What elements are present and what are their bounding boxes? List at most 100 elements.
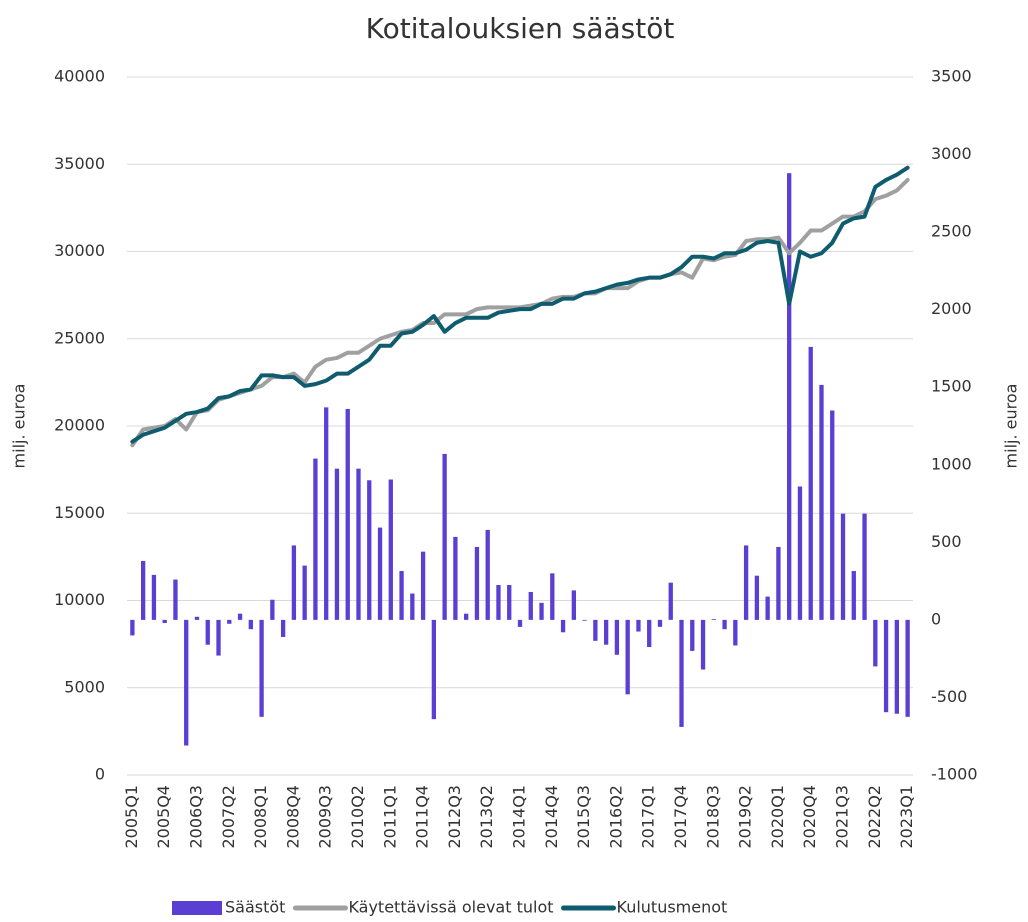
bar xyxy=(130,619,135,636)
x-tick-label: 2019Q2 xyxy=(736,785,755,849)
legend-label: Käytettävissä olevat tulot xyxy=(348,898,553,917)
bar xyxy=(700,619,706,670)
bar xyxy=(647,619,652,648)
bar xyxy=(140,560,146,620)
x-tick-label: 2007Q2 xyxy=(219,785,238,849)
bar xyxy=(776,546,781,620)
y2-axis-label: milj. euroa xyxy=(1002,384,1021,469)
bar xyxy=(528,591,533,620)
legend-label: Kulutusmenot xyxy=(617,898,728,917)
bar xyxy=(819,384,824,620)
x-tick-label: 2020Q4 xyxy=(800,785,819,849)
bar xyxy=(205,619,210,645)
bar xyxy=(399,571,404,620)
x-tick-label: 2022Q2 xyxy=(865,785,884,849)
bar xyxy=(259,619,264,717)
bar xyxy=(797,486,803,620)
bar xyxy=(334,468,340,620)
bar xyxy=(851,571,856,620)
y2-tick-label: -500 xyxy=(931,687,967,706)
bar xyxy=(722,619,727,630)
bar xyxy=(517,619,523,627)
y2-tick-label: -1000 xyxy=(931,765,978,784)
x-tick-label: 2006Q3 xyxy=(186,785,205,849)
bar xyxy=(237,613,243,620)
y-tick-label: 20000 xyxy=(54,416,105,435)
y-axis-label: milj. euroa xyxy=(10,384,29,469)
bar xyxy=(194,616,200,620)
x-tick-label: 2008Q4 xyxy=(283,785,302,849)
bar xyxy=(356,468,361,620)
y-tick-label: 25000 xyxy=(54,328,105,347)
bar xyxy=(679,619,684,727)
bar xyxy=(539,602,544,620)
legend-swatch xyxy=(172,901,222,915)
bar xyxy=(162,619,167,623)
bar xyxy=(410,593,415,620)
x-tick-label: 2023Q1 xyxy=(897,785,916,849)
y2-tick-label: 1000 xyxy=(931,454,972,473)
x-tick-label: 2014Q1 xyxy=(510,785,529,849)
x-tick-label: 2011Q1 xyxy=(380,785,399,849)
x-tick-label: 2010Q2 xyxy=(348,785,367,849)
bar xyxy=(571,590,576,620)
bar xyxy=(291,545,297,620)
bar xyxy=(388,479,393,620)
y2-tick-label: 3000 xyxy=(931,144,972,163)
x-tick-label: 2011Q4 xyxy=(413,785,432,849)
x-tick-label: 2005Q1 xyxy=(122,785,141,849)
x-tick-label: 2014Q4 xyxy=(542,785,561,849)
y-tick-label: 0 xyxy=(95,765,105,784)
bar xyxy=(313,458,318,620)
bar xyxy=(420,551,426,620)
x-tick-label: 2008Q1 xyxy=(251,785,270,849)
line-series xyxy=(130,165,910,444)
y-tick-label: 40000 xyxy=(54,67,105,86)
x-tick-label: 2017Q4 xyxy=(671,785,690,849)
bar xyxy=(184,619,189,746)
bar xyxy=(496,584,501,620)
y2-tick-label: 500 xyxy=(931,532,962,551)
bar xyxy=(442,453,447,620)
bar xyxy=(862,513,867,620)
y-tick-label: 35000 xyxy=(54,154,105,173)
bar xyxy=(883,619,889,713)
bar xyxy=(464,613,469,620)
bar xyxy=(873,619,878,667)
x-tick-label: 2009Q3 xyxy=(316,785,335,849)
chart-title: Kotitalouksien säästöt xyxy=(366,12,675,45)
bar xyxy=(657,619,663,627)
y2-tick-label: 1500 xyxy=(931,377,972,396)
x-tick-label: 2013Q2 xyxy=(477,785,496,849)
bar xyxy=(550,573,555,620)
bar xyxy=(302,565,307,620)
x-tick-label: 2016Q2 xyxy=(606,785,625,849)
bar xyxy=(743,545,749,620)
bar xyxy=(754,575,760,620)
y2-tick-label: 3500 xyxy=(931,67,972,86)
bar xyxy=(270,599,275,620)
bar xyxy=(668,582,673,620)
x-tick-label: 2021Q3 xyxy=(833,785,852,849)
y2-tick-label: 2500 xyxy=(931,222,972,241)
bar xyxy=(894,619,900,714)
bar xyxy=(636,619,641,632)
legend-label: Säästöt xyxy=(225,898,285,917)
x-tick-label: 2015Q3 xyxy=(574,785,593,849)
bar xyxy=(593,619,598,641)
bar xyxy=(603,619,609,645)
bar xyxy=(690,619,695,651)
bar xyxy=(216,619,221,656)
bar xyxy=(485,529,490,620)
bar xyxy=(248,619,253,630)
x-tick-label: 2020Q1 xyxy=(768,785,787,849)
bar xyxy=(733,619,738,646)
bar xyxy=(808,346,813,620)
bar xyxy=(765,596,770,620)
bar xyxy=(787,173,792,620)
y2-tick-label: 2000 xyxy=(931,299,972,318)
bar xyxy=(431,619,437,720)
x-tick-label: 2005Q4 xyxy=(154,785,173,849)
x-tick-label: 2012Q3 xyxy=(445,785,464,849)
